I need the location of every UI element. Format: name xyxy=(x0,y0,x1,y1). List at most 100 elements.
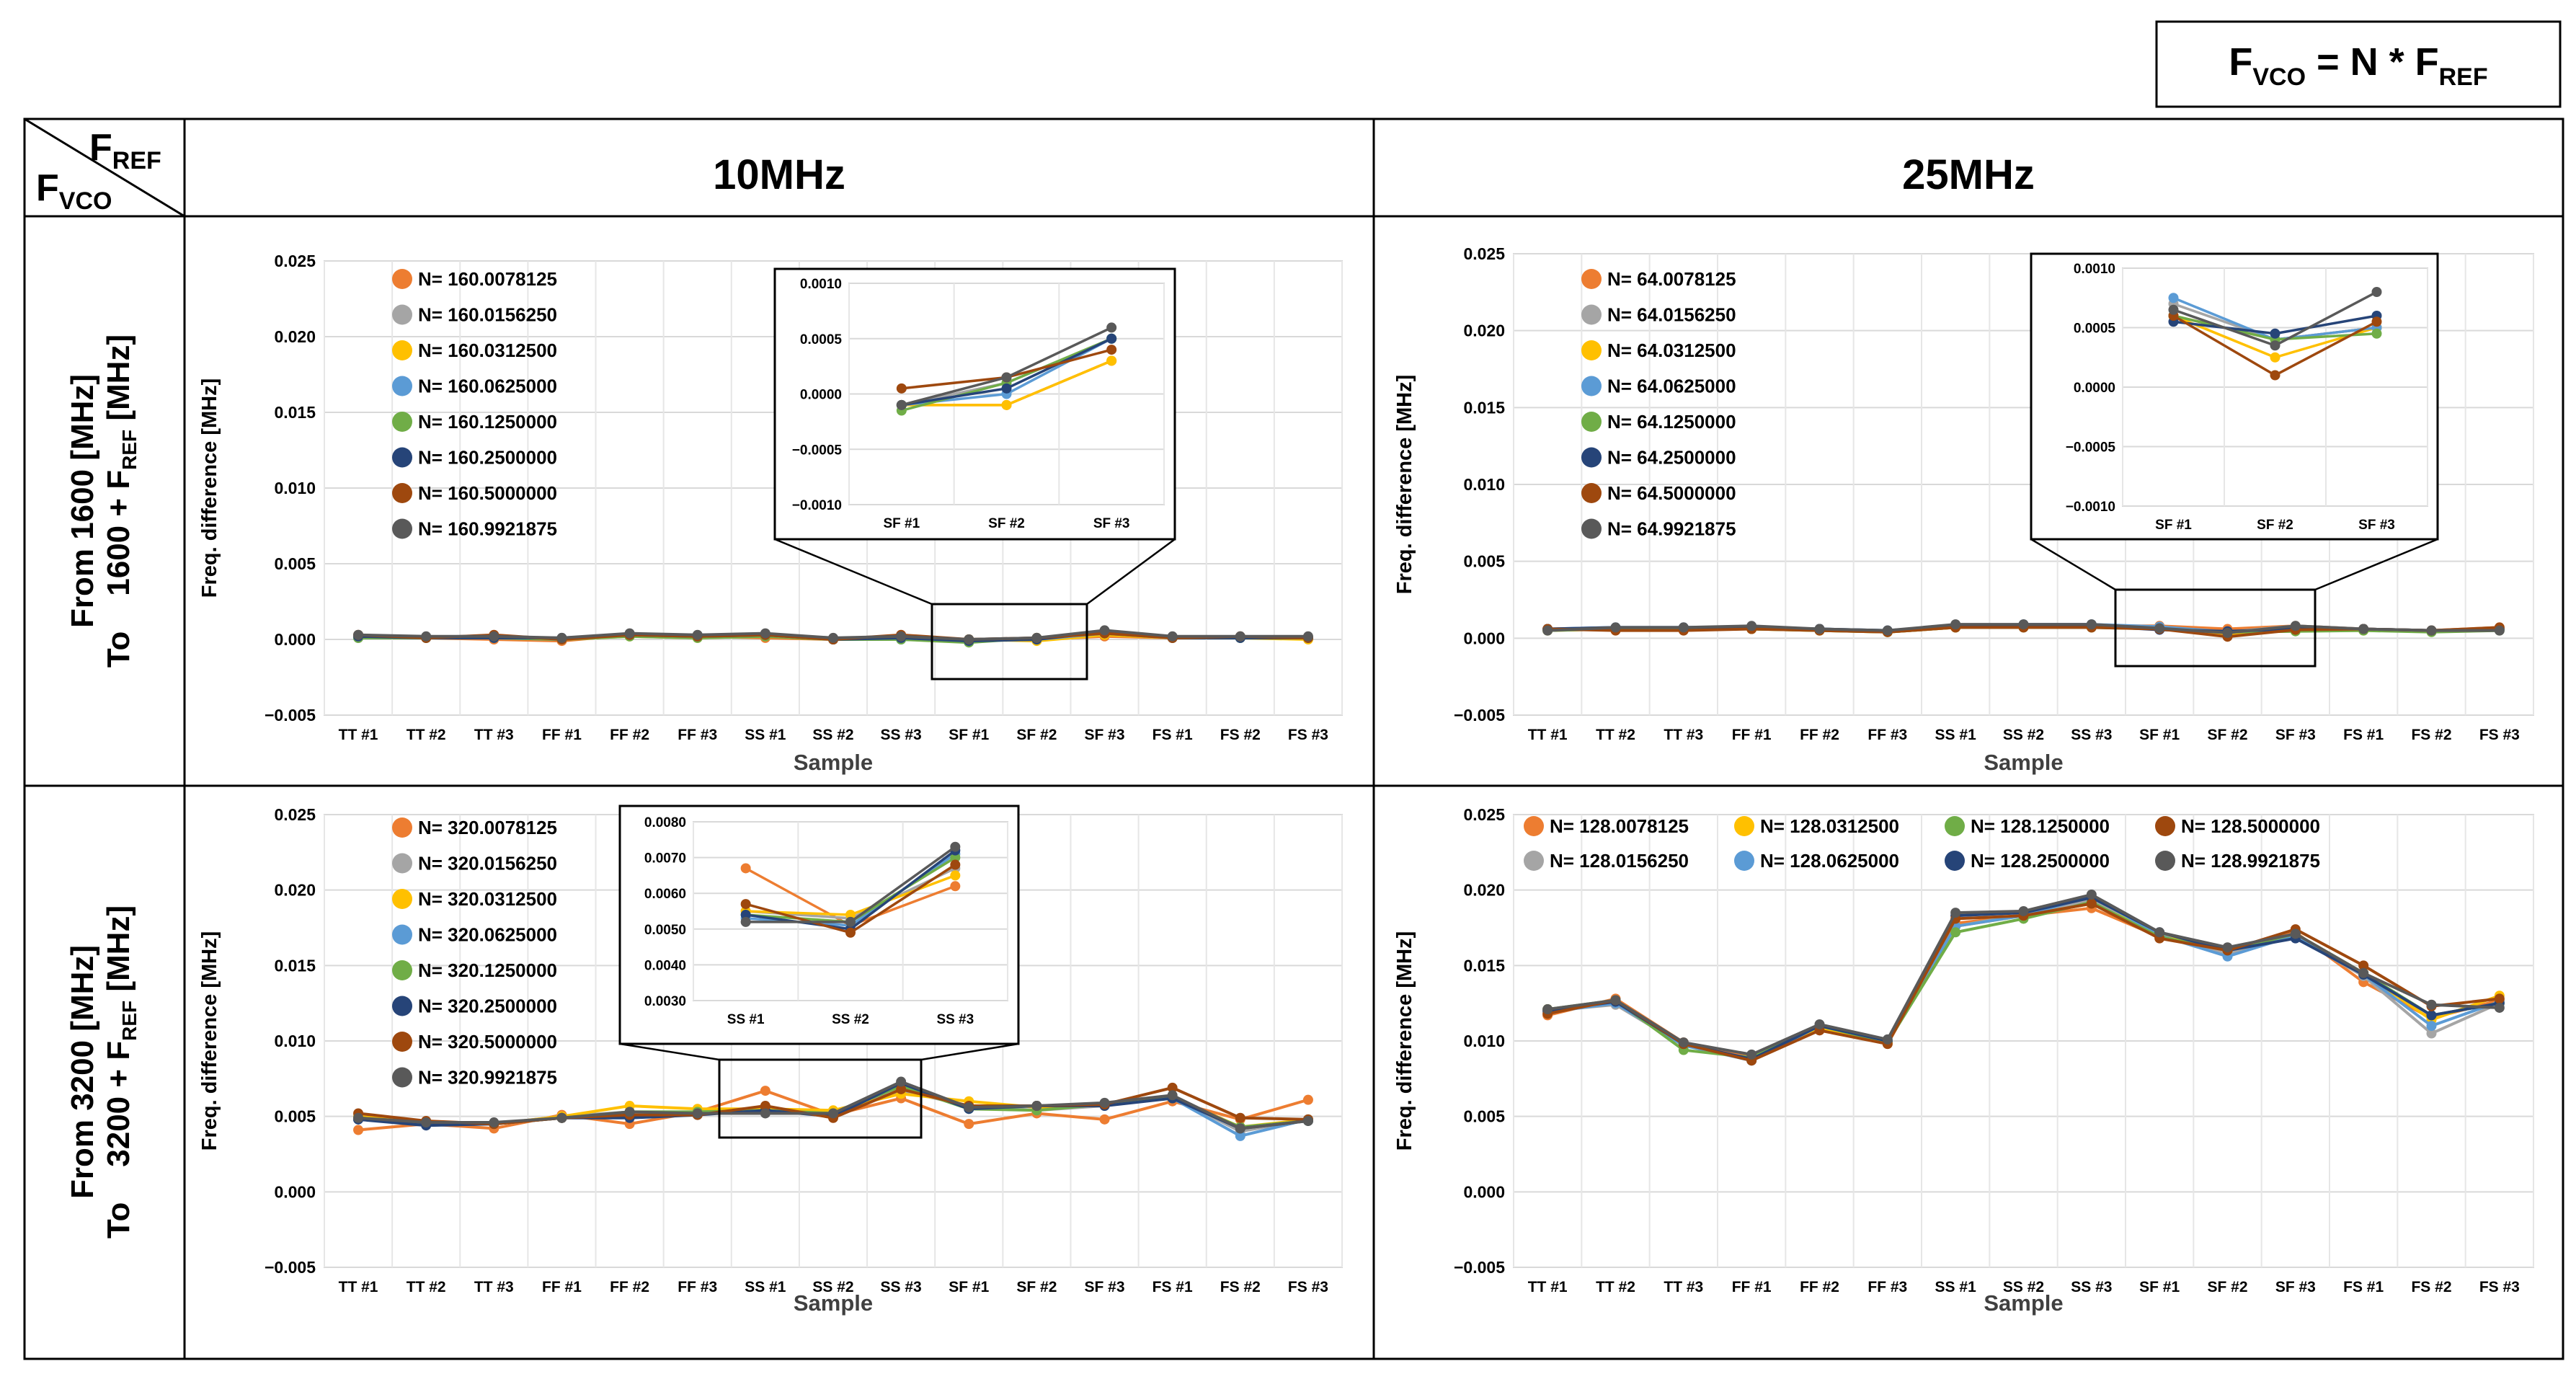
chart-25mhz-1600: −0.005 0.000 0.005 0.010 0.015 0.020 0.025 TT #… xyxy=(1393,244,2534,775)
legend-marker xyxy=(392,447,412,468)
y-tick-label: 0.025 xyxy=(274,805,316,824)
row-header-3200: From 3200 [MHz] To 3200 + FREF [MHz] xyxy=(65,905,141,1238)
x-tick-label: SF #3 xyxy=(2275,1279,2316,1295)
zoom-source-box xyxy=(931,603,1088,681)
corner-fref-label: FREF xyxy=(89,127,161,174)
data-point xyxy=(1746,621,1757,631)
legend-marker xyxy=(1945,851,1965,871)
legend-label: N= 160.0312500 xyxy=(418,340,557,361)
legend-marker xyxy=(392,924,412,945)
x-tick-label: TT #2 xyxy=(407,727,446,743)
y-tick-label: 0.020 xyxy=(1463,322,1505,340)
y-tick-label: 0.010 xyxy=(274,1032,316,1050)
legend-label: N= 128.0078125 xyxy=(1550,815,1689,837)
x-tick-label: FF #3 xyxy=(1867,727,1907,743)
data-point xyxy=(1950,619,1961,630)
legend-label: N= 64.0156250 xyxy=(1607,304,1736,326)
x-tick-label: FF #2 xyxy=(1800,727,1839,743)
y-tick-label: 0.005 xyxy=(274,554,316,573)
inset-data-point xyxy=(2168,304,2179,315)
legend-marker xyxy=(1581,304,1602,325)
y-tick-label: 0.000 xyxy=(1463,1182,1505,1201)
legend-label: N= 64.9921875 xyxy=(1607,518,1736,540)
data-point xyxy=(1678,622,1689,633)
legend-marker xyxy=(392,853,412,874)
data-point xyxy=(489,631,499,642)
y-axis-title: Freq. difference [MHz] xyxy=(198,931,221,1151)
data-point xyxy=(760,1086,770,1096)
x-tick-label: SF #2 xyxy=(2207,1279,2247,1295)
data-point xyxy=(2290,621,2301,631)
data-point xyxy=(2154,623,2165,634)
legend: N= 64.0078125 N= 64.0156250 N= 64.0312500 N… xyxy=(1581,268,1736,540)
legend-label: N= 320.0156250 xyxy=(418,853,557,874)
x-axis-title: Sample xyxy=(1984,750,2063,775)
legend-marker xyxy=(392,1067,412,1088)
inset-x-tick-label: SF #3 xyxy=(2358,518,2395,533)
y-tick-label: −0.005 xyxy=(265,1258,316,1277)
data-point xyxy=(692,1108,703,1119)
row1-line2: To 1600 + FREF [MHz] xyxy=(101,334,141,668)
x-tick-label: SS #3 xyxy=(2071,727,2112,743)
inset-data-point xyxy=(2371,316,2382,327)
y-tick-label: 0.005 xyxy=(1463,552,1505,571)
legend-marker xyxy=(392,376,412,396)
inset-y-tick-label: −0.0005 xyxy=(2066,440,2116,456)
column-header-10mhz: 10MHz xyxy=(713,151,845,198)
inset-x-tick-label: SF #2 xyxy=(988,516,1025,531)
inset-data-point xyxy=(740,909,751,920)
inset-data-point xyxy=(896,383,907,394)
legend-marker xyxy=(392,996,412,1016)
legend-label: N= 128.9921875 xyxy=(2181,850,2320,872)
y-tick-label: −0.005 xyxy=(1454,1258,1505,1277)
x-tick-label: FS #2 xyxy=(1220,727,1261,743)
inset-y-tick-label: 0.0070 xyxy=(644,851,686,866)
zoom-connector xyxy=(774,538,933,606)
legend-label: N= 64.5000000 xyxy=(1607,482,1736,504)
x-tick-label: TT #3 xyxy=(474,1279,514,1295)
legend-label: N= 64.2500000 xyxy=(1607,447,1736,469)
legend-label: N= 320.5000000 xyxy=(418,1031,557,1052)
x-tick-label: FF #3 xyxy=(678,727,717,743)
y-tick-label: 0.005 xyxy=(1463,1107,1505,1126)
data-point xyxy=(624,628,635,639)
legend-label: N= 320.0312500 xyxy=(418,888,557,910)
legend-label: N= 128.0312500 xyxy=(1760,815,1899,837)
data-point xyxy=(1235,1123,1245,1134)
data-point xyxy=(896,1083,907,1094)
data-point xyxy=(2426,999,2437,1010)
legend-label: N= 128.2500000 xyxy=(1971,850,2110,872)
x-tick-label: SF #3 xyxy=(1085,727,1125,743)
x-tick-label: SS #1 xyxy=(745,727,786,743)
y-axis-title: Freq. difference [MHz] xyxy=(1393,931,1416,1151)
inset-x-tick-label: SS #1 xyxy=(727,1012,765,1027)
chart-10mhz-3200: −0.005 0.000 0.005 0.010 0.015 0.020 0.025 TT #… xyxy=(198,805,1343,1316)
legend-label: N= 160.0156250 xyxy=(418,304,557,326)
data-point xyxy=(1302,631,1313,642)
y-tick-label: 0.005 xyxy=(274,1107,316,1126)
legend-marker xyxy=(1524,816,1544,836)
legend-label: N= 160.2500000 xyxy=(418,447,557,469)
data-point xyxy=(1031,1101,1042,1112)
x-tick-label: FS #3 xyxy=(1288,1279,1328,1295)
inset-data-point xyxy=(950,859,961,870)
x-tick-label: TT #1 xyxy=(339,1279,378,1295)
data-point xyxy=(353,1125,364,1135)
x-tick-label: SS #2 xyxy=(2003,1279,2044,1295)
zoom-connector xyxy=(1086,538,1176,606)
data-point xyxy=(1099,1114,1110,1125)
x-tick-label: SS #1 xyxy=(1935,727,1977,743)
row2-line2: To 3200 + FREF [MHz] xyxy=(101,905,141,1238)
inset-y-tick-label: 0.0000 xyxy=(2074,381,2115,396)
x-tick-label: SS #1 xyxy=(1935,1279,1977,1295)
legend-marker xyxy=(392,483,412,503)
y-tick-label: −0.005 xyxy=(1454,706,1505,724)
legend-marker xyxy=(1581,483,1602,503)
x-axis-title: Sample xyxy=(794,750,873,775)
data-point xyxy=(964,1119,974,1130)
inset-y-tick-label: 0.0005 xyxy=(800,332,843,347)
x-tick-label: SF #1 xyxy=(2139,1279,2180,1295)
x-tick-label: SF #2 xyxy=(1016,1279,1057,1295)
inset-data-point xyxy=(845,909,856,920)
